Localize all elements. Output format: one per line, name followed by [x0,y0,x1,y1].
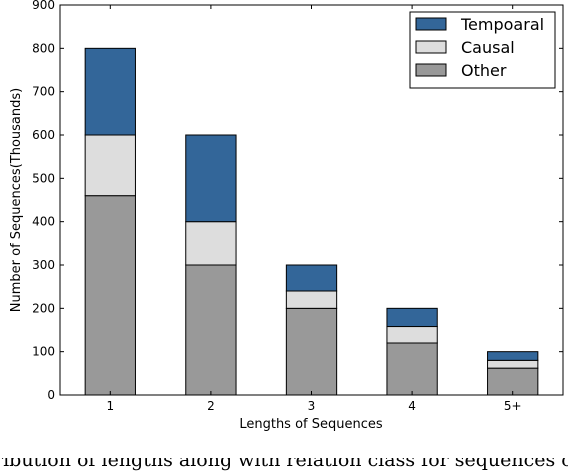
x-tick-label: 4 [408,399,416,413]
legend-label-other: Other [461,61,507,80]
legend-label-tempoaral: Tempoaral [460,15,544,34]
bar-tempoaral-1 [84,47,136,136]
x-tick-label: 5+ [504,399,522,413]
y-tick-label: 700 [32,85,55,99]
bar-causal-4 [386,326,438,344]
y-tick-label: 100 [32,345,55,359]
y-tick-label: 900 [32,0,55,12]
x-tick-label: 1 [106,399,114,413]
bar-causal-2 [185,221,237,266]
legend: Tempoaral Causal Other [409,11,556,89]
x-tick-label: 3 [308,399,316,413]
y-axis-label: Number of Sequences(Thousands) [9,88,24,312]
x-axis-label: Lengths of Sequences [239,417,383,432]
bar-tempoaral-4 [386,307,438,328]
y-tick-label: 600 [32,128,55,142]
y-tick-label: 0 [47,388,55,402]
legend-swatch-causal [415,40,447,54]
y-tick-label: 400 [32,215,55,229]
bar-other-4 [386,342,438,396]
bar-other-5plus [487,367,539,396]
bar-causal-3 [285,290,338,309]
y-tick-label: 500 [32,171,55,185]
bar-other-2 [185,264,237,396]
bar-other-1 [84,195,136,396]
y-axis: 0 100 200 300 400 500 600 700 800 900 [32,0,563,402]
bar-causal-5plus [487,359,539,369]
bar-tempoaral-3 [285,264,338,292]
x-tick-label: 2 [207,399,215,413]
legend-label-causal: Causal [461,38,515,57]
bars-group [84,47,539,396]
bar-other-3 [285,307,338,396]
y-tick-label: 800 [32,41,55,55]
bar-tempoaral-2 [185,134,237,223]
legend-swatch-other [415,63,447,77]
x-axis: 1 2 3 4 5+ [106,5,522,413]
bar-tempoaral-5plus [487,351,539,361]
legend-swatch-tempoaral [415,17,447,31]
y-tick-label: 300 [32,258,55,272]
y-tick-label: 200 [32,301,55,315]
bar-causal-1 [84,134,136,197]
